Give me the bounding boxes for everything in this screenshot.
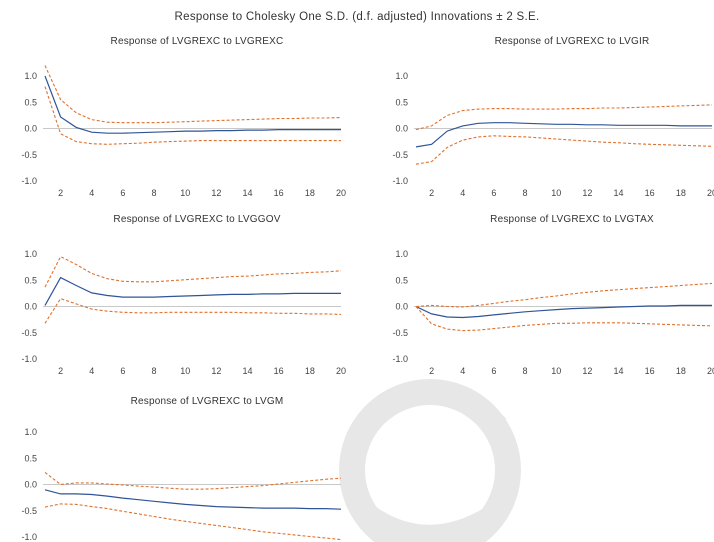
x-tick-label: 2 xyxy=(429,188,434,198)
lower-band-line xyxy=(44,297,342,324)
upper-band-line xyxy=(44,255,342,288)
irf-panel-5: Response of LVGREXC to LVGM 1.0 0.5 0.0 -0.5… xyxy=(21,396,342,542)
x-tick-label: 4 xyxy=(460,366,465,376)
x-tick-label: 6 xyxy=(491,188,496,198)
x-tick-label: 14 xyxy=(243,188,253,198)
x-tick-label: 2 xyxy=(58,366,63,376)
x-tick-label: 2 xyxy=(429,366,434,376)
x-tick-label: 8 xyxy=(152,188,157,198)
x-tick-label: 18 xyxy=(676,366,686,376)
y-tick-label: -1.0 xyxy=(21,354,37,364)
y-tick-label: 0.0 xyxy=(395,124,408,134)
y-tick-label: -1.0 xyxy=(392,176,408,186)
y-tick-label: -0.5 xyxy=(21,506,37,516)
x-tick-label: 16 xyxy=(274,188,284,198)
y-tick-label: 0.5 xyxy=(24,97,37,107)
watermark-logo xyxy=(339,379,521,542)
x-tick-label: 14 xyxy=(243,366,253,376)
irf-panel-1: Response of LVGREXC to LVGREXC 1.0 0.5 0.0 -… xyxy=(21,36,346,198)
x-tick-label: 14 xyxy=(614,188,624,198)
x-tick-label: 18 xyxy=(305,188,315,198)
x-tick-label: 16 xyxy=(645,188,655,198)
x-tick-label: 8 xyxy=(523,188,528,198)
upper-band-line xyxy=(415,104,713,131)
y-tick-label: 0.0 xyxy=(395,302,408,312)
x-tick-label: 18 xyxy=(305,366,315,376)
x-tick-label: 20 xyxy=(336,188,346,198)
x-tick-label: 12 xyxy=(582,366,592,376)
x-tick-label: 10 xyxy=(551,188,561,198)
x-tick-label: 12 xyxy=(582,188,592,198)
lower-band-line xyxy=(415,135,713,165)
upper-band-line xyxy=(44,65,342,124)
response-line xyxy=(44,75,341,134)
irf-panel-4: Response of LVGREXC to LVGTAX 1.0 0.5 0.0 -0… xyxy=(392,214,714,376)
y-tick-label: 0.5 xyxy=(395,97,408,107)
y-tick-label: 0.0 xyxy=(24,480,37,490)
y-tick-label: 0.0 xyxy=(24,124,37,134)
upper-band-line xyxy=(44,471,342,490)
irf-panel-3: Response of LVGREXC to LVGGOV 1.0 0.5 0.0 -0… xyxy=(21,214,346,376)
x-tick-label: 2 xyxy=(58,188,63,198)
x-tick-label: 16 xyxy=(274,366,284,376)
y-tick-label: 1.0 xyxy=(24,427,37,437)
lower-band-line xyxy=(44,503,342,541)
x-tick-label: 18 xyxy=(676,188,686,198)
x-tick-label: 8 xyxy=(152,366,157,376)
y-tick-label: 0.0 xyxy=(24,302,37,312)
y-tick-label: 1.0 xyxy=(395,249,408,259)
x-tick-label: 20 xyxy=(707,366,714,376)
panel-title: Response of LVGREXC to LVGGOV xyxy=(113,214,280,225)
x-tick-label: 4 xyxy=(460,188,465,198)
x-tick-label: 6 xyxy=(120,366,125,376)
x-tick-label: 12 xyxy=(211,366,221,376)
y-tick-label: -1.0 xyxy=(392,354,408,364)
x-tick-label: 20 xyxy=(336,366,346,376)
y-tick-label: 0.5 xyxy=(395,275,408,285)
x-tick-label: 10 xyxy=(180,188,190,198)
x-tick-label: 14 xyxy=(614,366,624,376)
y-tick-label: 1.0 xyxy=(24,249,37,259)
x-tick-label: 12 xyxy=(211,188,221,198)
y-tick-label: -0.5 xyxy=(392,328,408,338)
lower-band-line xyxy=(44,86,341,145)
y-tick-label: -1.0 xyxy=(21,532,37,542)
response-line xyxy=(415,304,712,319)
panel-title: Response of LVGREXC to LVGM xyxy=(131,396,284,407)
irf-panel-2: Response of LVGREXC to LVGIR 1.0 0.5 0.0 -0.… xyxy=(392,36,714,198)
y-tick-label: -0.5 xyxy=(21,150,37,160)
x-tick-label: 10 xyxy=(180,366,190,376)
upper-band-line xyxy=(415,282,713,308)
y-tick-label: 1.0 xyxy=(395,71,408,81)
response-line xyxy=(415,122,712,148)
panel-title: Response of LVGREXC to LVGREXC xyxy=(111,36,284,47)
y-tick-label: 0.5 xyxy=(24,453,37,463)
response-line xyxy=(44,276,341,306)
x-tick-label: 10 xyxy=(551,366,561,376)
y-tick-label: -0.5 xyxy=(392,150,408,160)
panel-title: Response of LVGREXC to LVGTAX xyxy=(490,214,654,225)
x-tick-label: 8 xyxy=(523,366,528,376)
y-tick-label: -0.5 xyxy=(21,328,37,338)
x-tick-label: 6 xyxy=(120,188,125,198)
x-tick-label: 4 xyxy=(89,188,94,198)
x-tick-label: 6 xyxy=(491,366,496,376)
figure-title: Response to Cholesky One S.D. (d.f. adju… xyxy=(175,11,540,23)
lower-band-line xyxy=(415,306,713,332)
y-tick-label: 1.0 xyxy=(24,71,37,81)
panels: Response of LVGREXC to LVGREXC 1.0 0.5 0.0 -… xyxy=(21,36,714,542)
panel-title: Response of LVGREXC to LVGIR xyxy=(495,36,650,47)
x-tick-label: 4 xyxy=(89,366,94,376)
y-tick-label: -1.0 xyxy=(21,176,37,186)
x-tick-label: 16 xyxy=(645,366,655,376)
y-tick-label: 0.5 xyxy=(24,275,37,285)
x-tick-label: 20 xyxy=(707,188,714,198)
response-line xyxy=(44,489,342,510)
